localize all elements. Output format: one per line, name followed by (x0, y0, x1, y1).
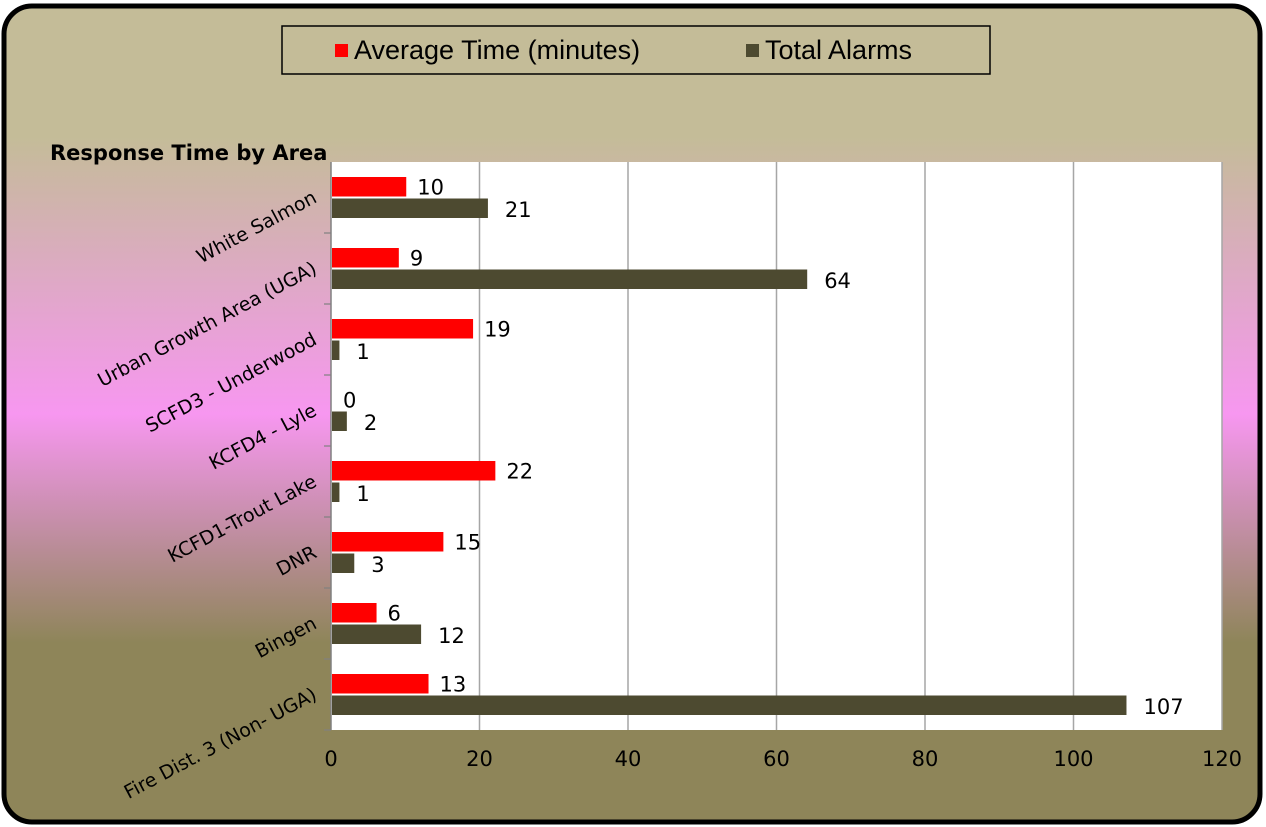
bar-average-time (332, 319, 474, 339)
data-label-average-time: 22 (506, 460, 533, 484)
bar-average-time (332, 177, 407, 197)
data-label-average-time: 19 (484, 318, 511, 342)
data-label-average-time: 10 (417, 176, 444, 200)
data-label-total-alarms: 3 (371, 553, 384, 577)
data-label-total-alarms: 2 (364, 411, 377, 435)
legend-box (281, 25, 991, 75)
x-tick-label: 100 (1053, 747, 1093, 771)
chart-title: Response Time by Area (50, 141, 327, 165)
legend-swatch-average-time (335, 44, 348, 57)
data-label-total-alarms: 1 (356, 482, 369, 506)
x-tick-label: 40 (615, 747, 642, 771)
bar-total-alarms (332, 624, 422, 644)
bar-total-alarms (332, 340, 340, 360)
gridlines (478, 162, 1223, 730)
bar-average-time (332, 674, 429, 694)
x-tick-label: 120 (1202, 747, 1242, 771)
legend-label-average-time: Average Time (minutes) (354, 35, 640, 65)
data-label-total-alarms: 1 (356, 340, 369, 364)
data-label-total-alarms: 107 (1143, 695, 1183, 719)
data-label-total-alarms: 64 (824, 269, 851, 293)
x-tick-label: 0 (324, 747, 337, 771)
bar-total-alarms (332, 553, 355, 573)
legend-swatch-total-alarms (746, 44, 759, 57)
bar-average-time (332, 532, 444, 552)
x-tick-label: 20 (466, 747, 493, 771)
bar-average-time (332, 603, 377, 623)
data-label-average-time: 0 (343, 389, 356, 413)
legend-label-total-alarms: Total Alarms (765, 35, 912, 65)
bar-average-time (332, 461, 496, 481)
bar-total-alarms (332, 198, 488, 218)
bar-total-alarms (332, 482, 340, 502)
data-label-average-time: 15 (454, 531, 481, 555)
bar-total-alarms (332, 269, 808, 289)
data-label-total-alarms: 12 (438, 624, 465, 648)
data-label-average-time: 13 (440, 673, 467, 697)
value-axis: 0 20 40 60 80 100 120 (324, 747, 1242, 771)
data-label-average-time: 9 (410, 247, 423, 271)
bar-total-alarms (332, 411, 347, 431)
data-label-total-alarms: 21 (505, 198, 532, 222)
bar-average-time (332, 248, 399, 268)
data-label-average-time: 6 (388, 602, 401, 626)
legend: Average Time (minutes) Total Alarms (281, 25, 991, 75)
x-tick-label: 80 (912, 747, 939, 771)
x-tick-label: 60 (763, 747, 790, 771)
bar-total-alarms (332, 695, 1127, 715)
